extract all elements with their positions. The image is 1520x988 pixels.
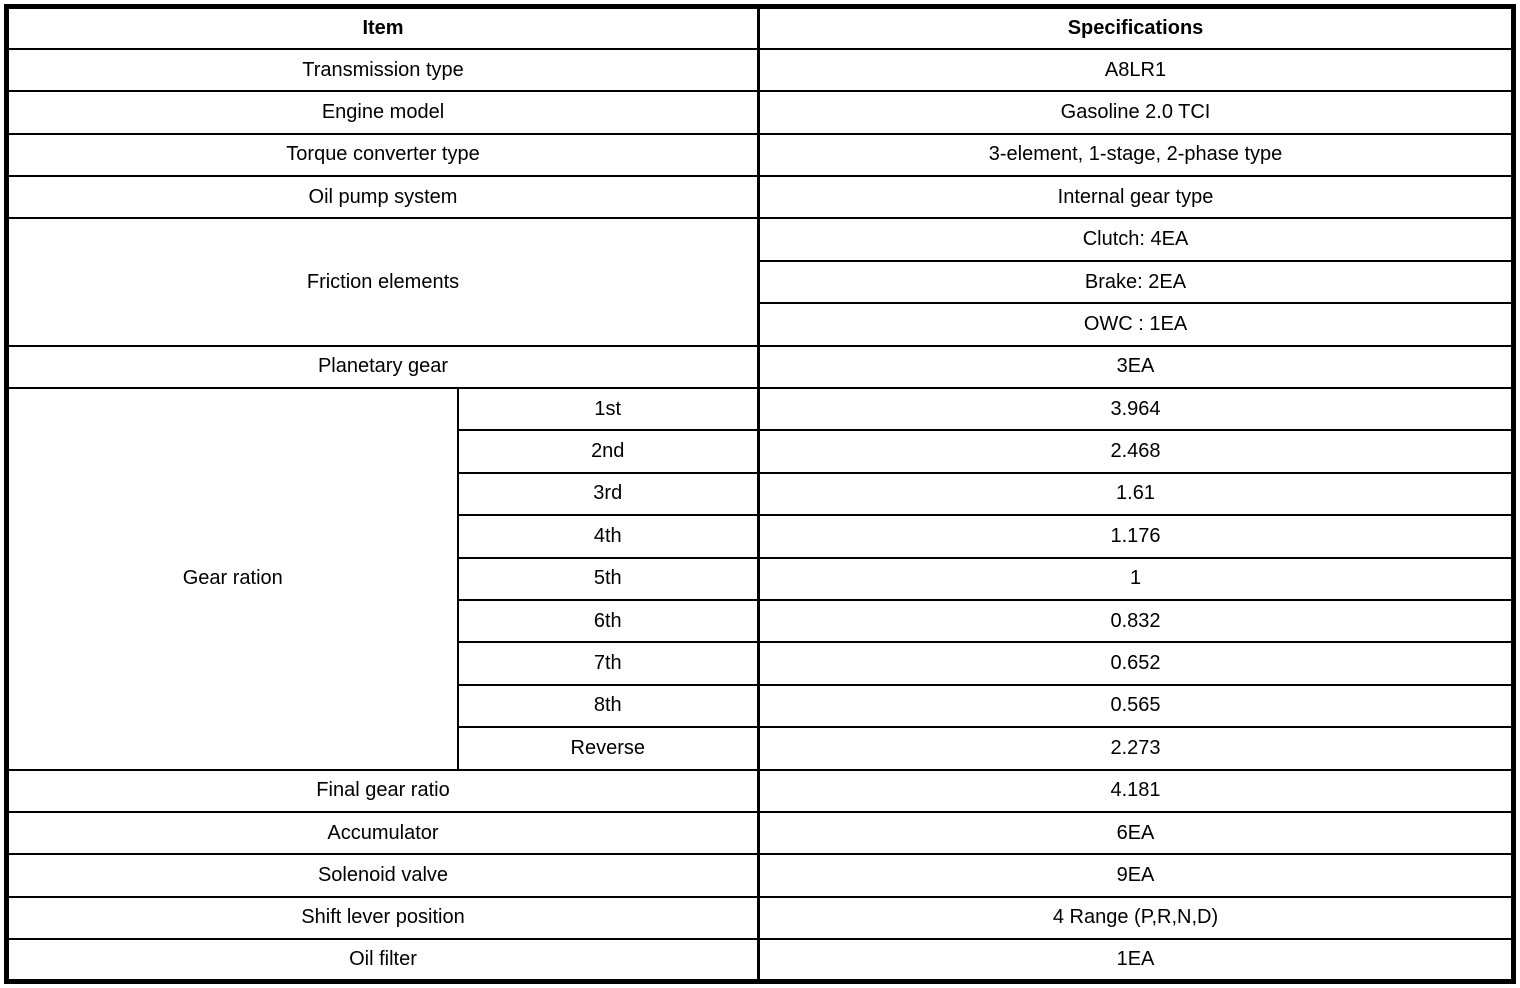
gear-cell-1st: 1st: [456, 387, 760, 432]
table-row: 5th 1: [7, 556, 1515, 601]
item-cell-planetary-gear: Planetary gear: [5, 344, 760, 390]
specifications-column-header: Specifications: [757, 5, 1515, 50]
spec-cell-shift-lever-position: 4 Range (P,R,N,D): [757, 895, 1515, 941]
item-cell-shift-lever-position: Shift lever position: [5, 895, 760, 941]
spec-cell-friction-owc: OWC : 1EA: [757, 302, 1515, 347]
table-row: Accumulator 6EA: [5, 810, 1515, 856]
specifications-table: Item Specifications Transmission type A8…: [4, 4, 1516, 984]
item-cell-oil-filter: Oil filter: [5, 938, 760, 983]
table-row: 8th 0.565: [7, 683, 1515, 729]
spec-cell-final-gear-ratio: 4.181: [757, 768, 1515, 813]
table-row: 2nd 2.468: [7, 429, 1515, 474]
spec-cell-transmission-type: A8LR1: [757, 47, 1515, 93]
spec-cell-gear-7th: 0.652: [757, 641, 1515, 686]
gear-cell-3rd: 3rd: [456, 471, 760, 517]
table-row: 3rd 1.61: [7, 471, 1515, 517]
spec-cell-gear-1st: 3.964: [757, 387, 1515, 432]
table-row: Gear ration 1st 3.964: [5, 387, 1515, 771]
table-row: Friction elements Clutch: 4EA: [5, 217, 1515, 347]
table-row: Shift lever position 4 Range (P,R,N,D): [5, 895, 1515, 941]
spec-cell-engine-model: Gasoline 2.0 TCI: [757, 90, 1515, 135]
gear-cell-8th: 8th: [456, 683, 760, 729]
spec-cell-gear-6th: 0.832: [757, 598, 1515, 644]
gear-cell-4th: 4th: [456, 514, 760, 559]
spec-cell-friction-brake: Brake: 2EA: [757, 259, 1515, 305]
item-cell-final-gear-ratio: Final gear ratio: [5, 768, 760, 813]
gear-cell-reverse: Reverse: [456, 726, 760, 771]
spec-cell-accumulator: 6EA: [757, 810, 1515, 856]
table-row: Brake: 2EA: [7, 259, 1515, 305]
spec-cell-oil-pump-system: Internal gear type: [757, 175, 1515, 220]
spec-cell-oil-filter: 1EA: [757, 938, 1515, 983]
gear-cell-2nd: 2nd: [456, 429, 760, 474]
spec-cell-gear-reverse: 2.273: [757, 726, 1515, 771]
item-cell-solenoid-valve: Solenoid valve: [5, 853, 760, 898]
table-row: 4th 1.176: [7, 514, 1515, 559]
specifications-table-container: Item Specifications Transmission type A8…: [4, 4, 1516, 984]
table-row: Oil filter 1EA: [5, 938, 1515, 983]
spec-cell-gear-3rd: 1.61: [757, 471, 1515, 517]
table-row: 7th 0.652: [7, 641, 1515, 686]
item-cell-engine-model: Engine model: [5, 90, 760, 135]
table-row: OWC : 1EA: [7, 302, 1515, 347]
gear-cell-7th: 7th: [456, 641, 760, 686]
table-row: 6th 0.832: [7, 598, 1515, 644]
spec-cell-gear-4th: 1.176: [757, 514, 1515, 559]
item-cell-torque-converter-type: Torque converter type: [5, 132, 760, 178]
spec-cell-torque-converter-type: 3-element, 1-stage, 2-phase type: [757, 132, 1515, 178]
item-cell-gear-ration: Gear ration: [5, 387, 459, 771]
table-row: Final gear ratio 4.181: [5, 768, 1515, 813]
table-row: Torque converter type 3-element, 1-stage…: [5, 132, 1515, 178]
item-cell-accumulator: Accumulator: [5, 810, 760, 856]
item-cell-transmission-type: Transmission type: [5, 47, 760, 93]
table-row: Oil pump system Internal gear type: [5, 175, 1515, 220]
spec-cell-planetary-gear: 3EA: [757, 344, 1515, 390]
spec-cell-friction-clutch: Clutch: 4EA: [757, 217, 1515, 262]
table-header-row: Item Specifications: [5, 5, 1515, 50]
gear-cell-6th: 6th: [456, 598, 760, 644]
table-row: Solenoid valve 9EA: [5, 853, 1515, 898]
spec-cell-solenoid-valve: 9EA: [757, 853, 1515, 898]
spec-cell-gear-5th: 1: [757, 556, 1515, 601]
item-cell-friction-elements: Friction elements: [5, 217, 760, 347]
table-row: Transmission type A8LR1: [5, 47, 1515, 93]
table-row: Engine model Gasoline 2.0 TCI: [5, 90, 1515, 135]
spec-cell-gear-2nd: 2.468: [757, 429, 1515, 474]
spec-cell-gear-8th: 0.565: [757, 683, 1515, 729]
item-column-header: Item: [5, 5, 760, 50]
gear-cell-5th: 5th: [456, 556, 760, 601]
table-row: Reverse 2.273: [7, 726, 1515, 771]
item-cell-oil-pump-system: Oil pump system: [5, 175, 760, 220]
table-row: Planetary gear 3EA: [5, 344, 1515, 390]
